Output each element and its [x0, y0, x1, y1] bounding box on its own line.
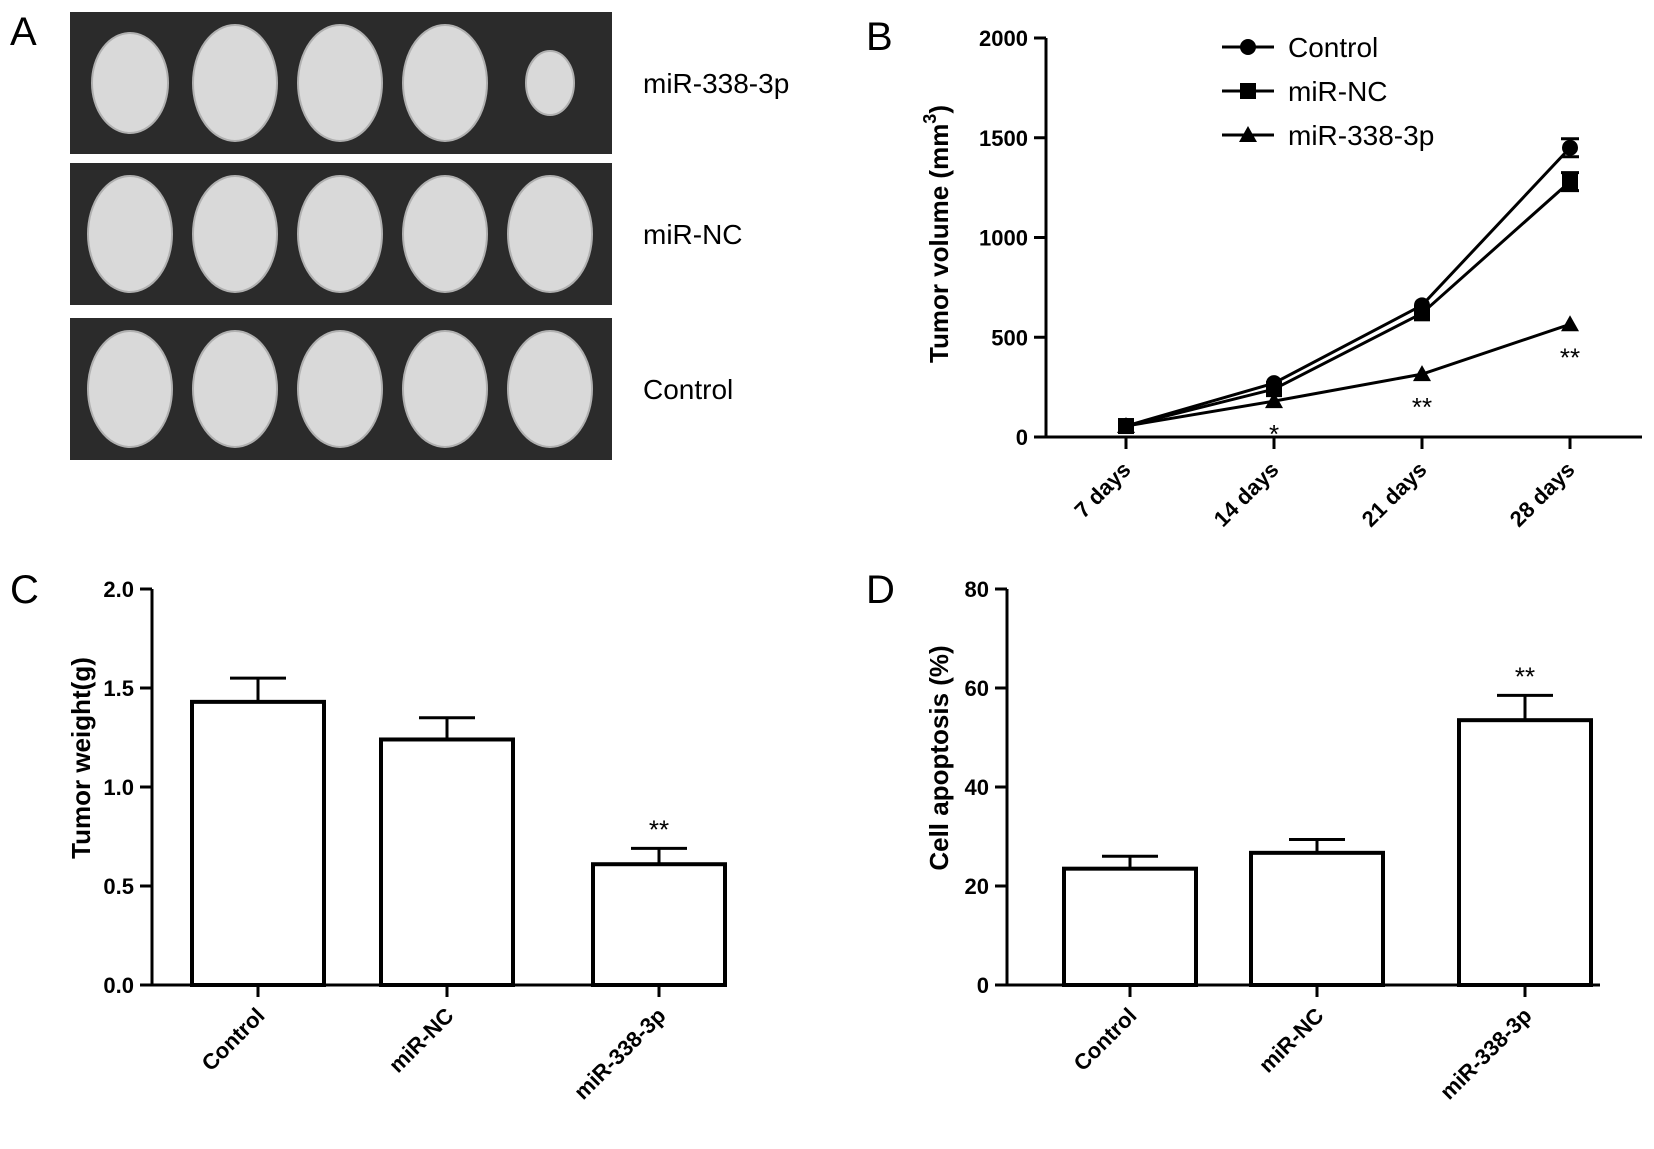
- point-triangle: [1239, 126, 1257, 142]
- x-tick-label: 21 days: [1357, 457, 1432, 532]
- significance-marker: **: [649, 814, 669, 844]
- y-tick-label: 2.0: [103, 577, 134, 602]
- photo-row-label: miR-338-3p: [643, 68, 789, 99]
- bar: [1457, 718, 1593, 987]
- chart-b-ylabel-main: Tumor volume (mm: [924, 124, 954, 363]
- tumor-image: [402, 175, 488, 293]
- y-tick-label: 2000: [979, 26, 1028, 51]
- y-tick-label: 1500: [979, 126, 1028, 151]
- panel-label-c: C: [10, 568, 39, 612]
- series-line: [1125, 146, 1572, 428]
- legend-label: miR-NC: [1288, 76, 1388, 107]
- tumor-image: [297, 330, 383, 448]
- x-tick-label: 7 days: [1069, 457, 1135, 523]
- x-tick-label: miR-338-3p: [1435, 1003, 1537, 1105]
- x-tick-label: miR-NC: [384, 1003, 459, 1078]
- significance-marker: **: [1412, 392, 1432, 422]
- series-line: [1125, 322, 1571, 428]
- panel-label-d: D: [866, 568, 895, 612]
- point-triangle: [1117, 417, 1135, 434]
- bar: [379, 737, 515, 987]
- tumor-image: [297, 24, 383, 142]
- bar: [1062, 866, 1198, 987]
- significance-marker: **: [1515, 661, 1535, 691]
- significance-marker: **: [1560, 342, 1580, 372]
- tumor-image: [525, 50, 575, 116]
- tumor-image: [297, 175, 383, 293]
- x-tick-label: Control: [1069, 1003, 1142, 1076]
- tumor-image: [91, 32, 169, 134]
- x-tick-label: miR-338-3p: [569, 1003, 671, 1105]
- chart-d-ylabel: Cell apoptosis (%): [924, 645, 954, 870]
- y-tick-label: 1.5: [103, 676, 134, 701]
- tumor-image: [402, 330, 488, 448]
- y-tick-label: 60: [965, 676, 989, 701]
- y-tick-label: 500: [991, 325, 1028, 350]
- point-square: [1266, 381, 1282, 398]
- point-circle: [1562, 139, 1578, 156]
- panel-label-b: B: [866, 15, 893, 59]
- panel-label-a: A: [10, 10, 37, 54]
- x-tick-label: miR-NC: [1254, 1003, 1329, 1078]
- point-circle: [1240, 39, 1256, 55]
- photo-row-label: Control: [643, 374, 733, 405]
- tumor-image: [87, 175, 173, 293]
- tumor-weight-chart: 0.0 0.5 1.0 1.5 2.0 Control miR-NC miR-338-3p **: [103, 577, 727, 1105]
- series-line: [1125, 180, 1571, 428]
- y-tick-label: 0.5: [103, 874, 134, 899]
- x-tick-label: 28 days: [1505, 457, 1580, 532]
- tumor-image: [192, 175, 278, 293]
- significance-marker: *: [1269, 419, 1279, 449]
- point-square: [1562, 173, 1578, 190]
- tumor-volume-chart: 0 500 1000 1500 2000 7 days 14 days 21 days 28 d…: [979, 26, 1642, 532]
- y-tick-label: 0: [1016, 425, 1028, 450]
- y-tick-label: 1.0: [103, 775, 134, 800]
- chart-c-ylabel: Tumor weight(g): [66, 657, 96, 859]
- tumor-image: [192, 330, 278, 448]
- point-triangle: [1265, 392, 1283, 409]
- point-square: [1240, 83, 1256, 99]
- x-tick-label: Control: [197, 1003, 270, 1076]
- chart-b-ylabel-sup: 3: [920, 114, 940, 124]
- point-triangle: [1561, 315, 1579, 332]
- tumor-image: [87, 330, 173, 448]
- y-tick-label: 0: [977, 973, 989, 998]
- x-tick-label: 14 days: [1209, 457, 1284, 532]
- point-square: [1414, 305, 1430, 322]
- photo-row-label: miR-NC: [643, 219, 743, 250]
- bar: [1249, 850, 1385, 988]
- bar: [190, 699, 326, 987]
- legend-label: miR-338-3p: [1288, 120, 1434, 151]
- tumor-image: [192, 24, 278, 142]
- chart-b-ylabel: Tumor volume (mm3): [920, 105, 954, 363]
- tumor-image: [402, 24, 488, 142]
- tumor-image: [507, 175, 593, 293]
- tumor-image: [507, 330, 593, 448]
- y-tick-label: 80: [965, 577, 989, 602]
- cell-apoptosis-chart: 0 20 40 60 80 Control miR-NC miR-338-3p **: [965, 577, 1600, 1104]
- tumor-photo-panel: miR-338-3p miR-NC Control: [70, 12, 789, 460]
- y-tick-label: 40: [965, 775, 989, 800]
- bar: [591, 862, 727, 987]
- legend-label: Control: [1288, 32, 1378, 63]
- y-tick-label: 1000: [979, 226, 1028, 251]
- y-tick-label: 0.0: [103, 973, 134, 998]
- chart-b-ylabel-close: ): [924, 105, 954, 114]
- point-triangle: [1413, 365, 1431, 382]
- y-tick-label: 20: [965, 874, 989, 899]
